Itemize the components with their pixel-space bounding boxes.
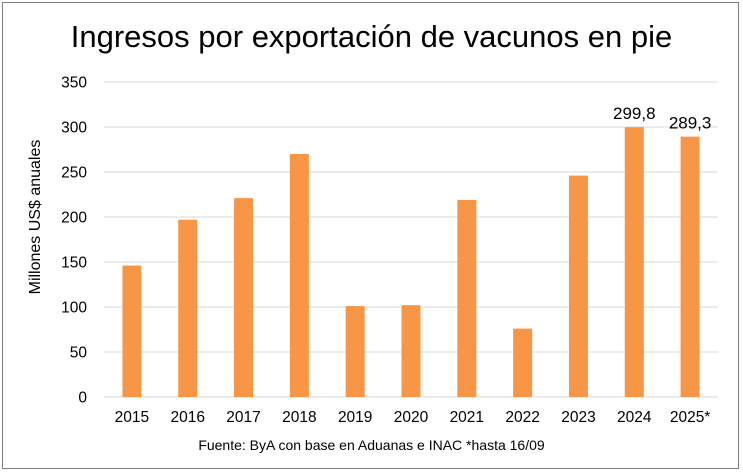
x-tick-label: 2018 xyxy=(282,409,316,426)
source-note: Fuente: ByA con base en Aduanas e INAC *… xyxy=(198,437,545,453)
bar-2025 xyxy=(680,136,700,397)
y-tick-label: 350 xyxy=(61,75,87,92)
x-tick-label: 2024 xyxy=(617,409,652,426)
x-tick-label: 2023 xyxy=(561,409,595,426)
x-tick-label: 2015 xyxy=(115,409,149,426)
x-tick-label: 2022 xyxy=(505,409,539,426)
bars xyxy=(122,127,700,398)
bar-2024 xyxy=(624,127,644,398)
data-labels: 299,8 289,3 xyxy=(613,104,711,132)
bar-2020 xyxy=(401,305,421,397)
x-tick-label: 2020 xyxy=(394,409,429,426)
y-tick-label: 50 xyxy=(70,345,88,362)
y-tick-label: 150 xyxy=(61,255,87,272)
chart-title: Ingresos por exportación de vacunos en p… xyxy=(70,19,673,54)
x-tick-label: 2019 xyxy=(338,409,372,426)
bar-2023 xyxy=(568,175,588,397)
x-axis-ticks: 2015 2016 2017 2018 2019 2020 2021 2022 2023 2024… xyxy=(115,409,711,426)
y-tick-label: 200 xyxy=(61,210,87,227)
y-tick-label: 0 xyxy=(78,390,87,407)
bar-2015 xyxy=(122,265,142,397)
data-label: 299,8 xyxy=(613,104,656,123)
data-label: 289,3 xyxy=(669,114,712,133)
x-tick-label: 2017 xyxy=(226,409,260,426)
x-tick-label: 2025* xyxy=(670,409,711,426)
bar-2019 xyxy=(345,306,365,397)
x-tick-label: 2021 xyxy=(450,409,484,426)
y-tick-label: 300 xyxy=(61,120,87,137)
y-axis-label: Millones US$ anuales xyxy=(27,140,44,295)
x-tick-label: 2016 xyxy=(170,409,204,426)
y-tick-label: 250 xyxy=(61,165,87,182)
y-tick-label: 100 xyxy=(61,300,87,317)
bar-2022 xyxy=(513,328,533,397)
y-axis-ticks: 0 50 100 150 200 250 300 350 xyxy=(61,75,87,407)
bar-2017 xyxy=(234,198,254,397)
bar-2021 xyxy=(457,199,477,397)
bar-2016 xyxy=(178,219,198,397)
bar-2018 xyxy=(289,154,309,397)
